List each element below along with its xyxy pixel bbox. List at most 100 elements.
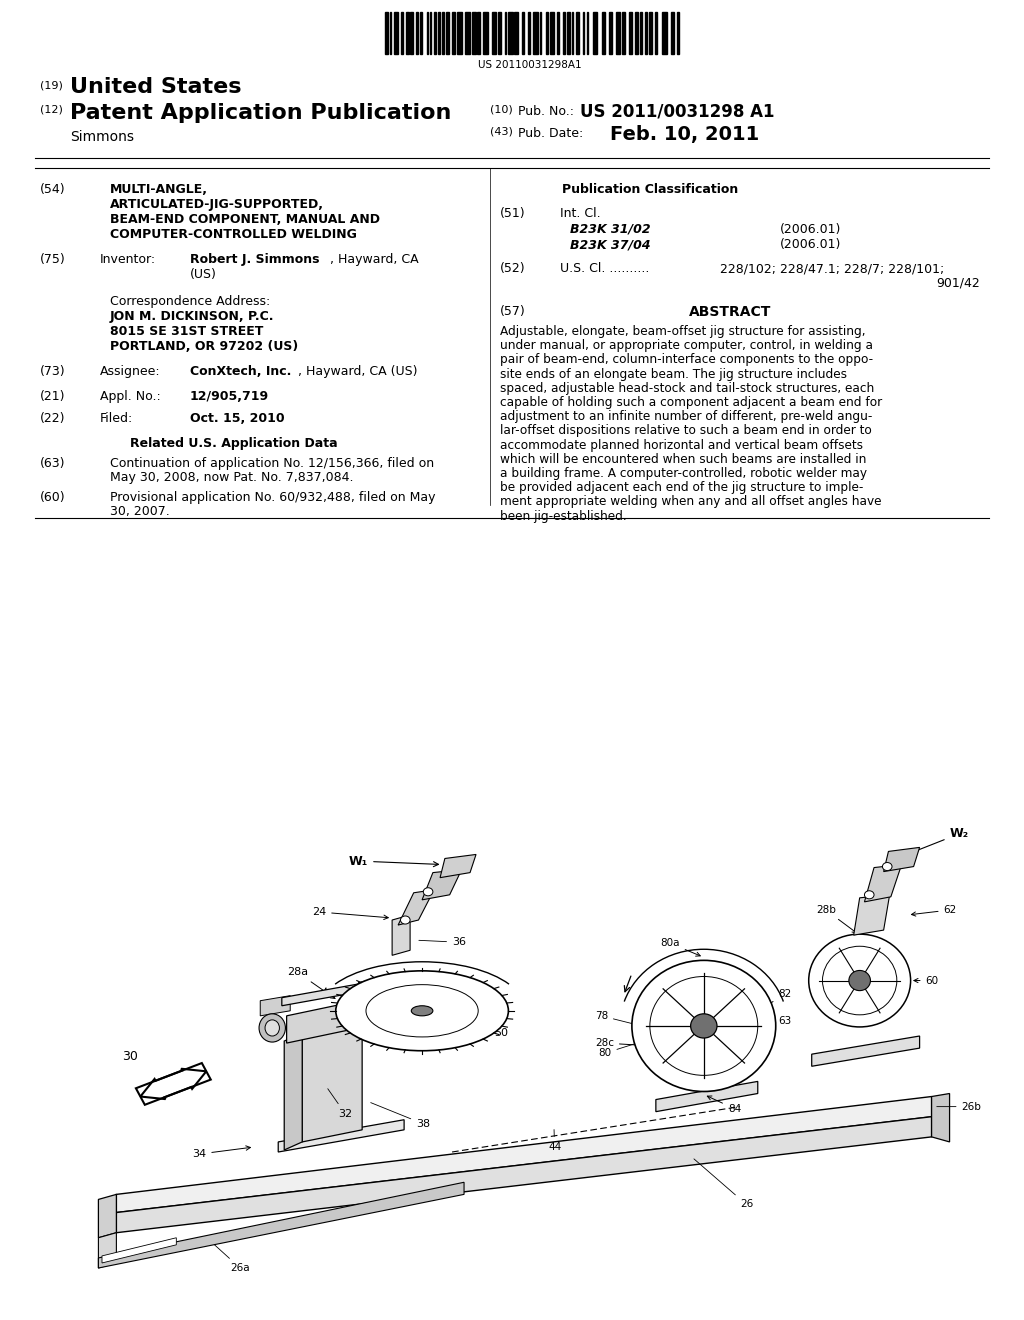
Text: pair of beam-end, column-interface components to the oppo-: pair of beam-end, column-interface compo… bbox=[500, 354, 873, 367]
Bar bbox=[482, 12, 487, 54]
Text: 28c: 28c bbox=[595, 1038, 652, 1048]
Ellipse shape bbox=[632, 961, 776, 1092]
Text: under manual, or appropriate computer, control, in welding a: under manual, or appropriate computer, c… bbox=[500, 339, 873, 352]
Bar bbox=[609, 12, 611, 54]
Text: (52): (52) bbox=[500, 261, 525, 275]
Polygon shape bbox=[655, 1081, 758, 1111]
Text: Pub. Date:: Pub. Date: bbox=[518, 127, 584, 140]
Ellipse shape bbox=[259, 1014, 286, 1041]
Bar bbox=[471, 12, 475, 54]
Bar bbox=[644, 12, 647, 54]
Ellipse shape bbox=[690, 1014, 717, 1038]
Polygon shape bbox=[358, 975, 392, 990]
Text: 26a: 26a bbox=[214, 1245, 250, 1272]
Polygon shape bbox=[98, 1183, 464, 1269]
Text: a building frame. A computer-controlled, robotic welder may: a building frame. A computer-controlled,… bbox=[500, 467, 867, 480]
Bar bbox=[457, 12, 462, 54]
Text: spaced, adjustable head-stock and tail-stock structures, each: spaced, adjustable head-stock and tail-s… bbox=[500, 381, 874, 395]
Polygon shape bbox=[884, 847, 920, 871]
Polygon shape bbox=[392, 915, 410, 956]
Text: US 20110031298A1: US 20110031298A1 bbox=[478, 59, 582, 70]
Text: 26b: 26b bbox=[937, 1102, 981, 1111]
Polygon shape bbox=[279, 1119, 404, 1152]
Bar bbox=[394, 12, 398, 54]
Bar bbox=[406, 12, 409, 54]
Bar bbox=[649, 12, 652, 54]
Bar bbox=[662, 12, 667, 54]
Text: 78: 78 bbox=[595, 1011, 639, 1026]
Bar bbox=[540, 12, 541, 54]
Text: (10): (10) bbox=[490, 106, 513, 115]
Bar bbox=[528, 12, 529, 54]
Text: Publication Classification: Publication Classification bbox=[562, 183, 738, 195]
Bar bbox=[593, 12, 597, 54]
Text: 34: 34 bbox=[193, 1146, 251, 1159]
Ellipse shape bbox=[265, 1020, 280, 1036]
Ellipse shape bbox=[809, 935, 910, 1027]
Text: 24: 24 bbox=[312, 907, 388, 920]
Text: Simmons: Simmons bbox=[70, 129, 134, 144]
Text: Robert J. Simmons: Robert J. Simmons bbox=[190, 253, 319, 267]
Bar bbox=[385, 12, 388, 54]
Text: (21): (21) bbox=[40, 389, 66, 403]
Bar bbox=[477, 12, 479, 54]
Bar bbox=[416, 12, 418, 54]
Text: Continuation of application No. 12/156,366, filed on: Continuation of application No. 12/156,3… bbox=[110, 457, 434, 470]
Polygon shape bbox=[302, 1020, 362, 1142]
Text: (75): (75) bbox=[40, 253, 66, 267]
Circle shape bbox=[400, 916, 410, 924]
Text: 63: 63 bbox=[765, 1016, 792, 1030]
Bar bbox=[562, 12, 564, 54]
Bar bbox=[429, 12, 431, 54]
Bar bbox=[514, 12, 518, 54]
Bar bbox=[575, 12, 579, 54]
Bar bbox=[389, 12, 391, 54]
Text: US 2011/0031298 A1: US 2011/0031298 A1 bbox=[580, 103, 774, 121]
Bar bbox=[654, 12, 657, 54]
Text: (54): (54) bbox=[40, 183, 66, 195]
Circle shape bbox=[864, 891, 874, 899]
Bar bbox=[546, 12, 548, 54]
Text: 38: 38 bbox=[371, 1102, 430, 1129]
Polygon shape bbox=[98, 1195, 117, 1238]
Bar bbox=[452, 12, 455, 54]
Bar bbox=[446, 12, 449, 54]
Text: 62: 62 bbox=[911, 906, 956, 916]
Text: 80a: 80a bbox=[660, 939, 700, 956]
Text: JON M. DICKINSON, P.C.: JON M. DICKINSON, P.C. bbox=[110, 310, 274, 323]
Text: 901/42: 901/42 bbox=[936, 277, 980, 290]
Bar bbox=[400, 12, 403, 54]
Text: 36: 36 bbox=[419, 937, 466, 948]
Text: Related U.S. Application Data: Related U.S. Application Data bbox=[130, 437, 338, 450]
Text: PORTLAND, OR 97202 (US): PORTLAND, OR 97202 (US) bbox=[110, 341, 298, 352]
Text: United States: United States bbox=[70, 77, 242, 96]
Bar bbox=[522, 12, 524, 54]
Text: B23K 31/02: B23K 31/02 bbox=[570, 223, 650, 236]
Circle shape bbox=[423, 888, 433, 896]
Polygon shape bbox=[98, 1233, 117, 1269]
Text: (2006.01): (2006.01) bbox=[780, 223, 842, 236]
Text: Adjustable, elongate, beam-offset jig structure for assisting,: Adjustable, elongate, beam-offset jig st… bbox=[500, 325, 865, 338]
Bar bbox=[571, 12, 573, 54]
Text: 82: 82 bbox=[767, 989, 792, 1006]
Bar bbox=[532, 12, 538, 54]
Text: (19): (19) bbox=[40, 81, 62, 90]
Bar bbox=[492, 12, 496, 54]
Text: , Hayward, CA (US): , Hayward, CA (US) bbox=[298, 366, 418, 378]
Text: lar-offset dispositions relative to such a beam end in order to: lar-offset dispositions relative to such… bbox=[500, 425, 871, 437]
Polygon shape bbox=[285, 1034, 302, 1150]
Text: Int. Cl.: Int. Cl. bbox=[560, 207, 601, 220]
Polygon shape bbox=[117, 1117, 932, 1233]
Bar bbox=[635, 12, 638, 54]
Bar bbox=[615, 12, 620, 54]
Text: be provided adjacent each end of the jig structure to imple-: be provided adjacent each end of the jig… bbox=[500, 482, 863, 494]
Text: which will be encountered when such beams are installed in: which will be encountered when such beam… bbox=[500, 453, 866, 466]
Text: Inventor:: Inventor: bbox=[100, 253, 156, 267]
Text: 28a: 28a bbox=[287, 968, 335, 998]
Text: BEAM-END COMPONENT, MANUAL AND: BEAM-END COMPONENT, MANUAL AND bbox=[110, 213, 380, 226]
Text: 50: 50 bbox=[431, 1011, 508, 1038]
Text: (57): (57) bbox=[500, 305, 525, 318]
Text: U.S. Cl. ..........: U.S. Cl. .......... bbox=[560, 261, 649, 275]
Bar bbox=[622, 12, 625, 54]
Text: 60: 60 bbox=[913, 975, 939, 986]
